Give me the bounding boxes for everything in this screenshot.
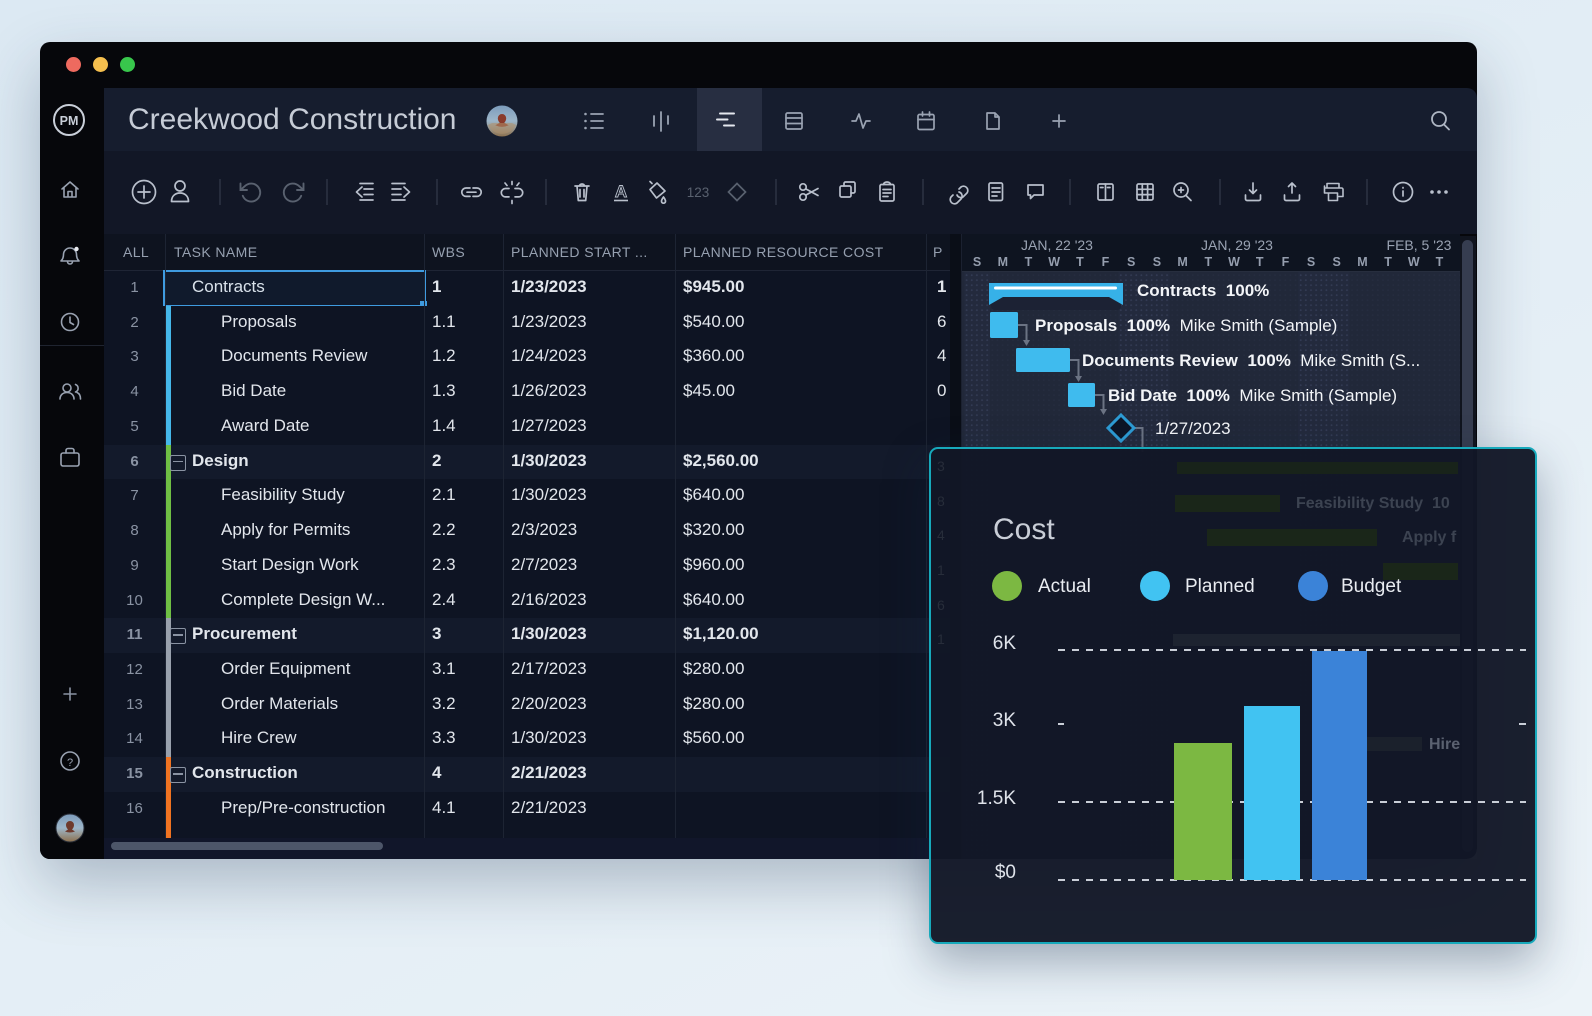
- svg-text:T: T: [1025, 255, 1033, 269]
- svg-text:Proposals 100% Mike Smith (S: Proposals 100% Mike Smith (Sample): [1035, 316, 1337, 335]
- svg-text:S: S: [1307, 255, 1315, 269]
- svg-text:123: 123: [687, 185, 710, 200]
- svg-text:W: W: [1048, 255, 1060, 269]
- svg-text:T: T: [1384, 255, 1392, 269]
- svg-text:S: S: [973, 255, 981, 269]
- svg-text:A: A: [615, 182, 627, 201]
- svg-text:W: W: [1228, 255, 1240, 269]
- svg-text:JAN, 22 '23: JAN, 22 '23: [1021, 237, 1093, 253]
- svg-text:F: F: [1282, 255, 1290, 269]
- svg-text:W: W: [1408, 255, 1420, 269]
- svg-text:PM: PM: [60, 114, 79, 128]
- svg-text:T: T: [1076, 255, 1084, 269]
- svg-text:Bid Date 100% Mike Smith (Sa: Bid Date 100% Mike Smith (Sample): [1108, 386, 1397, 405]
- svg-text:FEB, 5 '23: FEB, 5 '23: [1387, 237, 1452, 253]
- svg-text:T: T: [1204, 255, 1212, 269]
- svg-text:T: T: [1436, 255, 1444, 269]
- svg-text:Documents Review 100% Mike S: Documents Review 100% Mike Smith (S...: [1082, 351, 1420, 370]
- svg-text:F: F: [1102, 255, 1110, 269]
- svg-text:Contracts 100%: Contracts 100%: [1137, 281, 1269, 300]
- svg-text:1/27/2023: 1/27/2023: [1155, 419, 1231, 438]
- svg-text:S: S: [1333, 255, 1341, 269]
- svg-text:S: S: [1127, 255, 1135, 269]
- svg-text:M: M: [998, 255, 1008, 269]
- svg-text:M: M: [1177, 255, 1187, 269]
- svg-text:M: M: [1357, 255, 1367, 269]
- svg-text:?: ?: [67, 757, 73, 769]
- svg-text:T: T: [1256, 255, 1264, 269]
- svg-text:S: S: [1153, 255, 1161, 269]
- svg-text:JAN, 29 '23: JAN, 29 '23: [1201, 237, 1273, 253]
